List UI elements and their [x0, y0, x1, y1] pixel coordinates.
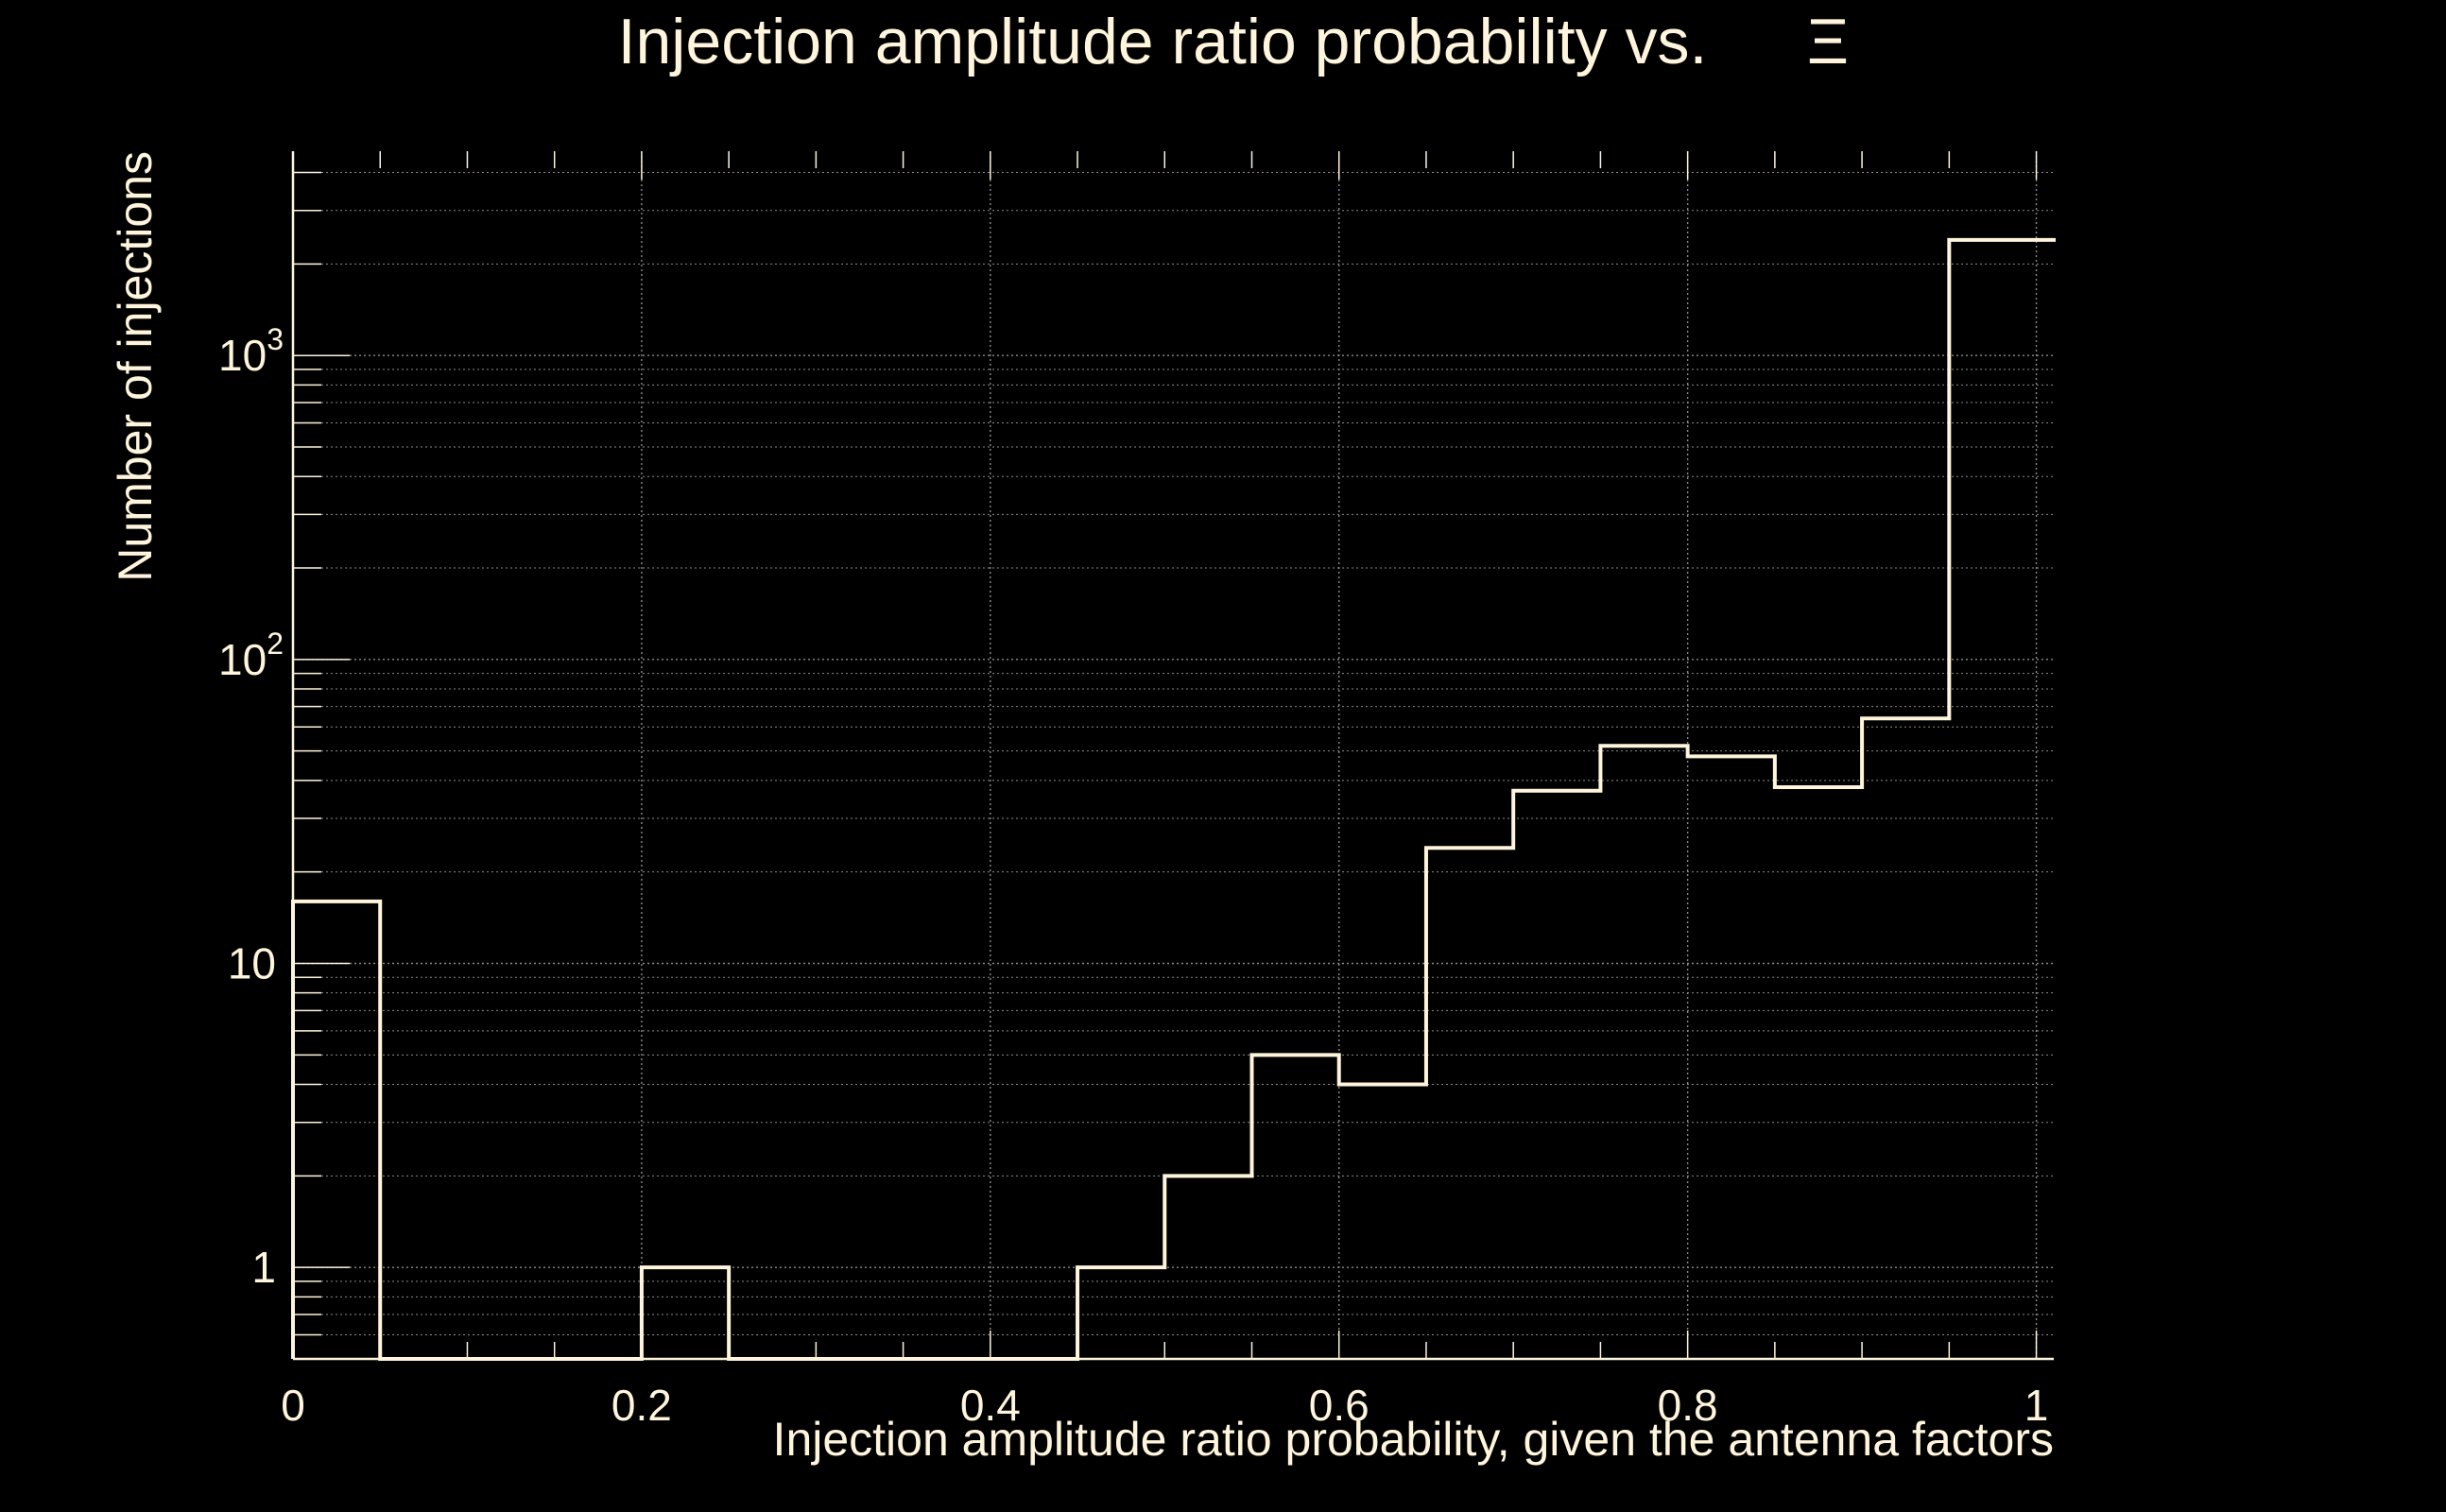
- y-tick-label: 10: [228, 939, 276, 988]
- x-tick-label: 1: [2024, 1381, 2049, 1430]
- x-tick-label: 0.4: [960, 1381, 1021, 1430]
- x-tick-label: 0.2: [612, 1381, 672, 1430]
- x-tick-label: 0.6: [1309, 1381, 1369, 1430]
- y-tick-label: 102: [218, 627, 284, 684]
- chart-title-symbol: Ξ: [1807, 6, 1849, 77]
- x-tick-label: 0: [281, 1381, 305, 1430]
- x-tick-label: 0.8: [1658, 1381, 1718, 1430]
- tick-labels: 0 0.2 0.4 0.6 0.8 1 1 10 102 103: [218, 322, 2048, 1430]
- histogram-bins: [291, 237, 2056, 1361]
- y-tick-label: 103: [218, 322, 284, 380]
- y-tick-label: 1: [251, 1243, 276, 1292]
- histogram-outline: [291, 237, 2056, 1361]
- chart-title: Injection amplitude ratio probability vs…: [618, 6, 1708, 77]
- x-axis-label: Injection amplitude ratio probability, g…: [773, 1413, 2054, 1466]
- y-axis-label: Number of injections: [109, 151, 162, 582]
- grid-lines: [292, 151, 2054, 1360]
